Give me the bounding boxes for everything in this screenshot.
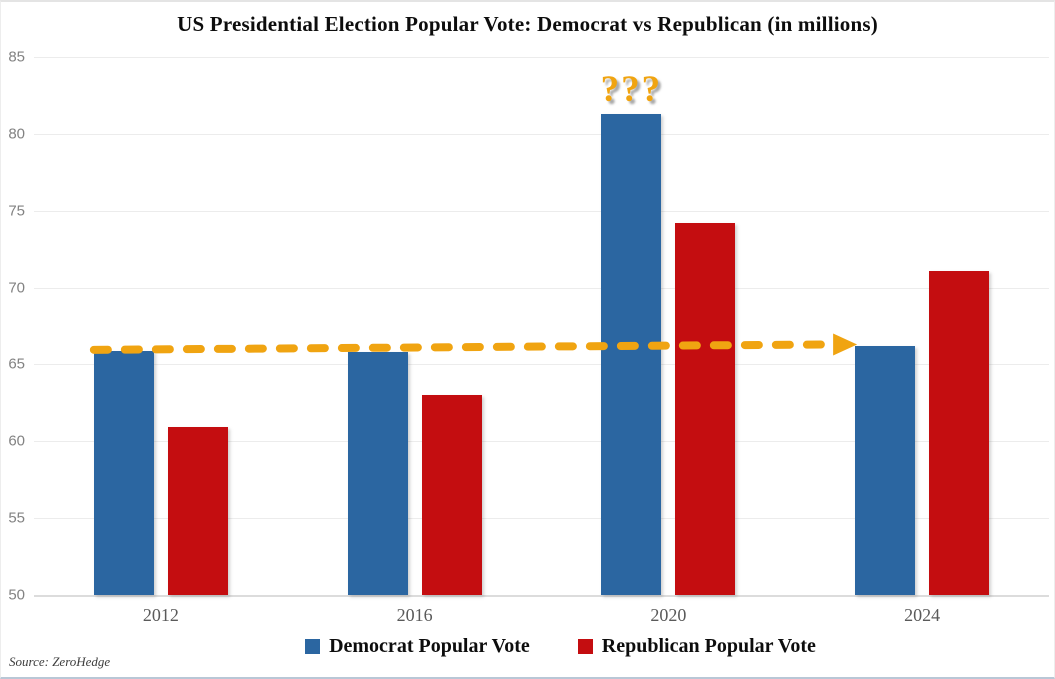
bar-democrat-2016 <box>347 352 408 595</box>
legend-swatch-republican <box>577 639 593 654</box>
gridline-y65 <box>34 364 1049 366</box>
legend-label-democrat: Democrat Popular Vote <box>329 635 530 657</box>
y-axis-tick-55: 55 <box>8 509 25 527</box>
bar-republican-2016 <box>421 395 482 595</box>
bar-democrat-2024 <box>855 345 916 595</box>
gridline-y60 <box>34 441 1049 443</box>
source-note: Source: ZeroHedge <box>9 654 111 669</box>
y-axis-tick-85: 85 <box>8 48 25 66</box>
gridline-y80 <box>34 133 1049 135</box>
bar-republican-2012 <box>167 427 228 595</box>
legend-swatch-democrat <box>305 639 321 654</box>
annotation-question-marks: ??? <box>600 68 663 110</box>
gridline-y70 <box>34 287 1049 289</box>
y-axis-tick-80: 80 <box>8 125 25 143</box>
x-axis-label-2016: 2016 <box>396 605 433 625</box>
y-axis-tick-50: 50 <box>8 586 25 604</box>
gridline-y75 <box>34 210 1049 212</box>
gridline-y55 <box>34 518 1049 520</box>
dashed-trend-arrow <box>89 333 858 356</box>
plot-area: 50 55 60 65 70 75 80 85 2012 2016 2020 2024??? <box>8 49 1049 625</box>
x-axis-label-2024: 2024 <box>904 605 941 625</box>
y-axis-tick-75: 75 <box>8 202 25 220</box>
legend: Democrat Popular Vote Republican Popular … <box>1 635 1054 658</box>
gridline-y85 <box>34 57 1049 58</box>
bar-republican-2024 <box>929 270 990 595</box>
y-axis-tick-60: 60 <box>8 432 25 450</box>
legend-label-republican: Republican Popular Vote <box>601 635 816 657</box>
x-axis-label-2020: 2020 <box>650 605 687 625</box>
legend-item-republican: Republican Popular Vote <box>577 635 816 658</box>
gridline-y50 <box>34 595 1049 597</box>
bar-republican-2020 <box>675 223 736 595</box>
bar-democrat-2020 <box>601 113 662 595</box>
bar-democrat-2012 <box>93 350 154 595</box>
legend-item-democrat: Democrat Popular Vote <box>305 635 530 658</box>
chart-title: US Presidential Election Popular Vote: D… <box>177 12 878 36</box>
y-axis-tick-70: 70 <box>8 279 25 297</box>
x-axis-label-2012: 2012 <box>142 605 179 625</box>
y-axis-tick-65: 65 <box>8 355 25 373</box>
